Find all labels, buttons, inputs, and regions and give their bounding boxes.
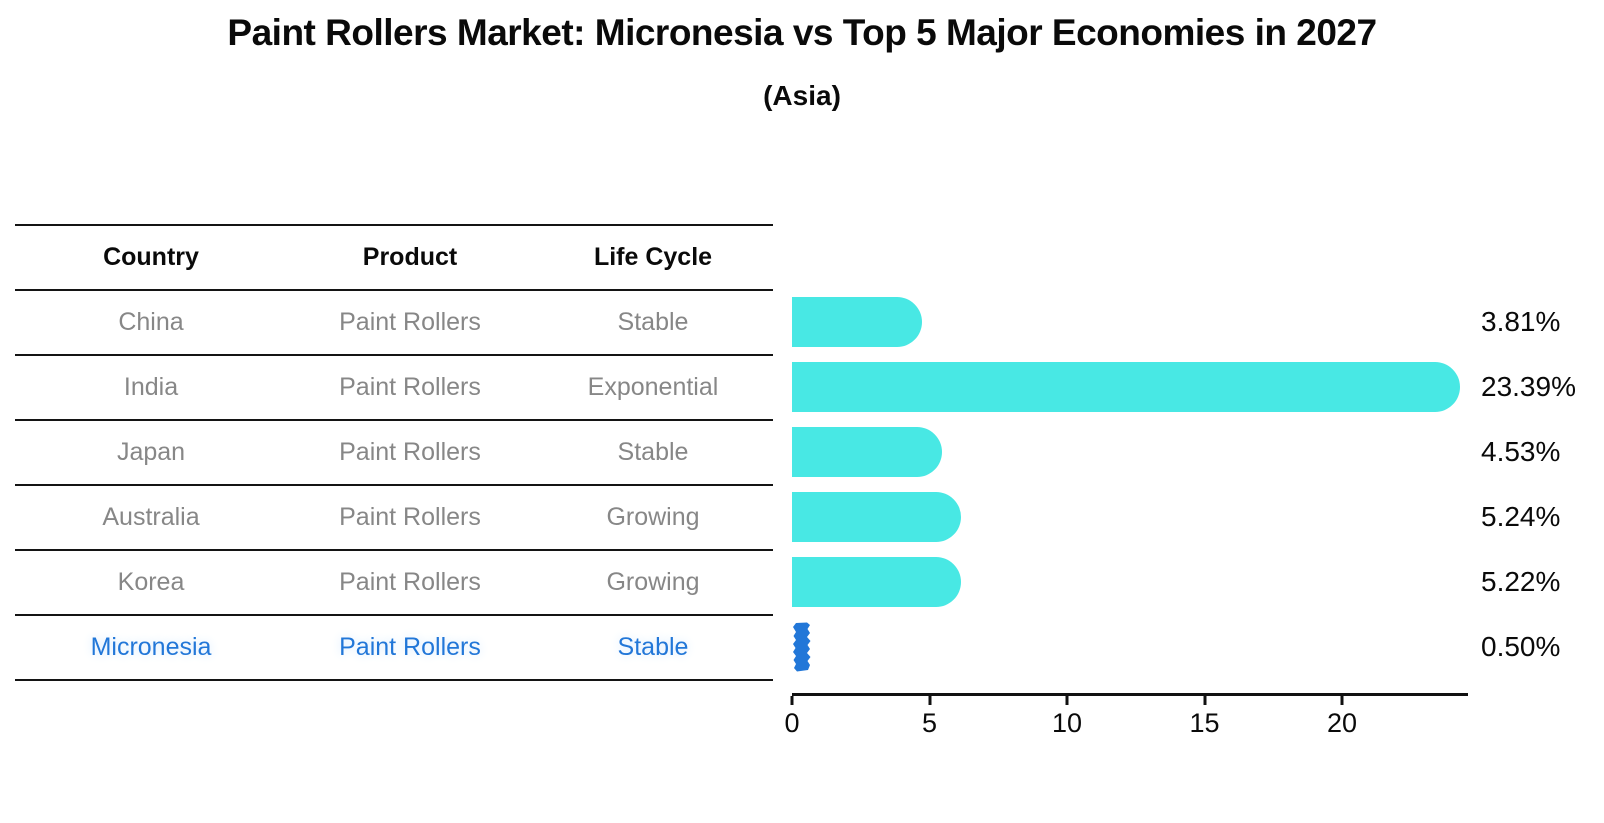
x-tick-5: 5 (922, 696, 945, 739)
cell-life-cycle: Exponential (587, 373, 719, 401)
country-table: Country Product Life Cycle China Paint R… (15, 224, 773, 681)
x-tick-mark (1340, 696, 1344, 705)
column-header-country: Country (103, 243, 199, 271)
table-row-china: China Paint Rollers Stable (15, 291, 773, 356)
cell-product: Paint Rollers (339, 503, 481, 531)
cell-life-cycle: Stable (617, 633, 689, 661)
table-header-row: Country Product Life Cycle (15, 226, 773, 291)
bar-korea (792, 556, 961, 607)
bar-plot (792, 289, 1492, 679)
bar-row-india (792, 354, 1492, 419)
x-tick-15: 15 (1189, 696, 1235, 739)
bar-australia (792, 491, 962, 542)
x-tick-label: 5 (921, 708, 938, 738)
x-tick-label: 20 (1326, 708, 1358, 738)
cell-life-cycle: Growing (606, 568, 700, 596)
cell-country: China (118, 308, 184, 336)
x-tick-mark (928, 696, 931, 705)
table-row-micronesia-highlighted: Micronesia Paint Rollers Stable (15, 616, 773, 681)
bar-china (792, 296, 922, 347)
cell-life-cycle: Growing (606, 503, 700, 531)
bar-india (792, 361, 1461, 412)
table-row-india: India Paint Rollers Exponential (15, 356, 773, 421)
value-label-australia: 5.24% (1481, 500, 1561, 532)
column-header-product: Product (362, 243, 458, 271)
x-tick-label: 15 (1189, 708, 1220, 738)
cell-life-cycle: Stable (617, 438, 689, 466)
bar-value-labels: 3.81% 23.39% 4.53% 5.24% 5.22% 0.50% (1481, 289, 1576, 679)
page-subtitle: (Asia) (763, 80, 841, 111)
x-tick-label: 0 (784, 708, 800, 738)
value-label-korea: 5.22% (1481, 565, 1561, 597)
value-label-micronesia: 0.50% (1481, 630, 1561, 662)
cell-product: Paint Rollers (339, 308, 481, 336)
x-tick-10: 10 (1052, 696, 1097, 739)
page-title: Paint Rollers Market: Micronesia vs Top … (227, 12, 1377, 53)
cell-product: Paint Rollers (339, 633, 481, 661)
x-tick-mark (1065, 696, 1069, 705)
cell-country: Japan (116, 438, 186, 466)
cell-country: Micronesia (90, 633, 212, 661)
cell-country: India (123, 373, 179, 401)
x-tick-mark (1203, 696, 1206, 705)
table-row-japan: Japan Paint Rollers Stable (15, 421, 773, 486)
bar-micronesia-sketch (793, 622, 811, 671)
bar-row-japan (792, 419, 1492, 484)
cell-country: Korea (117, 568, 185, 596)
cell-product: Paint Rollers (339, 438, 481, 466)
x-tick-0: 0 (784, 696, 807, 739)
x-tick-label: 10 (1051, 708, 1083, 738)
value-label-india: 23.39% (1481, 370, 1576, 402)
bar-row-australia (792, 484, 1492, 549)
cell-product: Paint Rollers (339, 373, 481, 401)
bar-row-micronesia (792, 614, 1492, 679)
value-label-china: 3.81% (1481, 305, 1561, 337)
cell-country: Australia (102, 503, 200, 531)
x-axis-ticks: 0 5 10 15 20 (784, 696, 1468, 746)
cell-life-cycle: Stable (617, 308, 689, 336)
value-label-japan: 4.53% (1481, 435, 1561, 467)
bar-row-korea (792, 549, 1492, 614)
table-row-korea: Korea Paint Rollers Growing (15, 551, 773, 616)
cell-product: Paint Rollers (339, 568, 481, 596)
x-tick-mark (790, 696, 794, 705)
table-row-australia: Australia Paint Rollers Growing (15, 486, 773, 551)
x-tick-20: 20 (1327, 696, 1372, 739)
bar-row-china (792, 289, 1492, 354)
column-header-life-cycle: Life Cycle (593, 243, 713, 271)
bar-japan (792, 426, 942, 477)
x-axis-line (792, 693, 1468, 696)
